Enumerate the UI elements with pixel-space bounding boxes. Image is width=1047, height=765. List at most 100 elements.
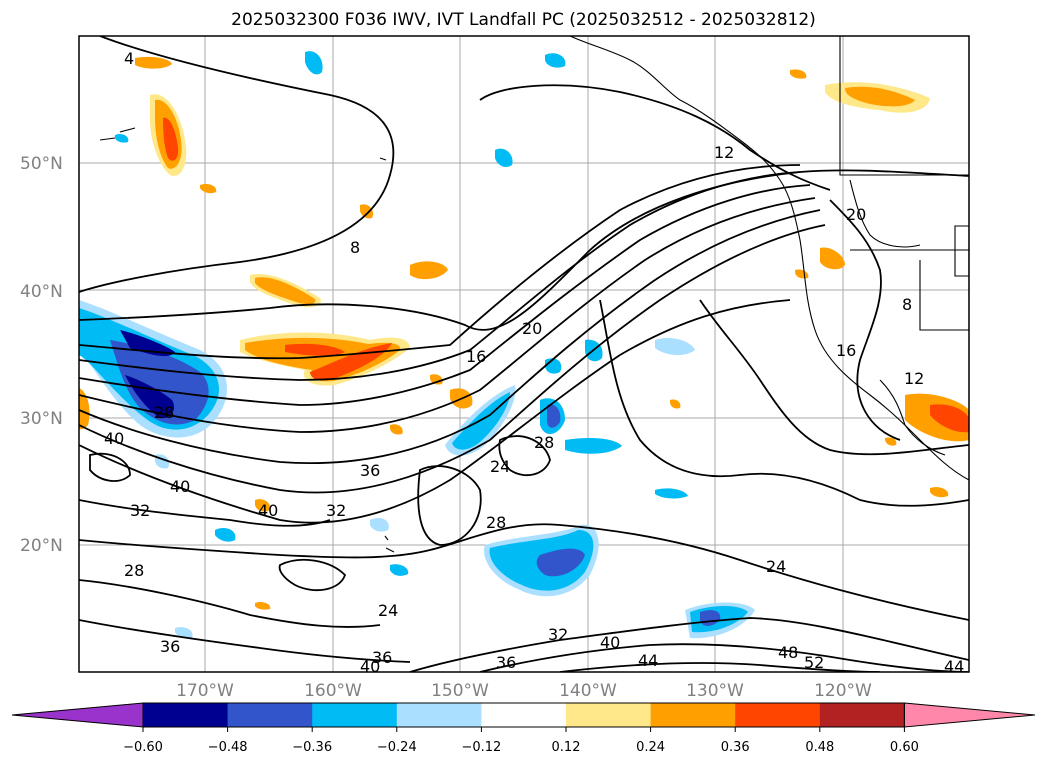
colorbar-tick-label: −0.12 <box>461 740 501 755</box>
positive-anomaly-patch <box>845 86 915 107</box>
colorbar-segment <box>143 703 229 727</box>
positive-anomaly-patch <box>885 437 897 446</box>
contour-line <box>417 465 482 546</box>
positive-anomaly-patch <box>930 404 969 433</box>
contour-line <box>829 199 901 441</box>
map-title: 2025032300 F036 IWV, IVT Landfall PC (20… <box>231 10 816 30</box>
contour-line <box>278 558 347 592</box>
contour-label: 16 <box>466 347 486 366</box>
coastline <box>99 127 395 553</box>
contour-line <box>79 169 969 331</box>
coastline <box>954 225 969 277</box>
lat-tick-label: 20°N <box>20 536 63 556</box>
contour-label: 24 <box>766 557 786 576</box>
contour-line <box>479 643 969 672</box>
contour-label: 28 <box>534 433 554 452</box>
coastline <box>850 249 969 331</box>
contour-line <box>498 435 551 477</box>
colorbar-tick-label: −0.48 <box>208 740 248 755</box>
contour-label: 32 <box>548 625 568 644</box>
contour-label: 20 <box>846 205 866 224</box>
colorbar-segment <box>735 703 821 727</box>
lat-tick-label: 30°N <box>20 409 63 429</box>
iwv-contour-layer <box>79 36 969 672</box>
contour-label: 40 <box>258 501 278 520</box>
contour-label: 12 <box>714 143 734 162</box>
contour-line <box>559 662 881 672</box>
contour-label: 40 <box>360 657 380 676</box>
lon-tick-label: 130°W <box>686 681 744 701</box>
colorbar-tick-label: 0.48 <box>805 740 834 755</box>
map-frame <box>78 35 970 673</box>
negative-anomaly-patch <box>536 548 585 577</box>
contour-label: 32 <box>130 501 150 520</box>
negative-anomaly-patch <box>115 133 129 143</box>
colorbar-extend-high <box>903 702 1036 728</box>
negative-anomaly-patch <box>565 438 622 454</box>
negative-anomaly-patch <box>547 404 561 428</box>
colorbar-segment <box>312 703 398 727</box>
coastline <box>839 36 969 176</box>
contour-label: 48 <box>778 643 798 662</box>
contour-label: 24 <box>490 457 510 476</box>
contour-line <box>79 164 801 360</box>
lon-tick-label: 160°W <box>304 681 362 701</box>
contour-label: 28 <box>486 513 506 532</box>
positive-anomaly-patch <box>200 183 217 194</box>
contour-label: 4 <box>124 49 134 68</box>
positive-anomaly-patch <box>410 261 448 280</box>
negative-anomaly-patch <box>215 528 236 542</box>
colorbar-segment <box>566 703 652 727</box>
positive-anomaly-patch <box>670 399 681 409</box>
coastline-layer <box>99 36 969 553</box>
positive-anomaly-patch <box>285 343 345 356</box>
coastline <box>879 379 946 456</box>
colorbar-tick-label: 0.12 <box>552 740 581 755</box>
lon-tick-label: 150°W <box>431 681 489 701</box>
contour-line <box>79 523 969 621</box>
colorbar-extend-low <box>11 702 144 728</box>
positive-anomaly-patch <box>255 601 271 610</box>
contour-label: 52 <box>804 653 824 672</box>
contour-label: 40 <box>170 477 190 496</box>
positive-anomaly-patch <box>390 424 403 435</box>
contour-label: 8 <box>350 238 360 257</box>
negative-anomaly-patch <box>545 53 566 68</box>
positive-anomaly-patch <box>79 388 90 430</box>
contour-line <box>79 579 381 628</box>
contour-label: 8 <box>902 295 912 314</box>
contour-line <box>79 36 395 293</box>
latitude-labels: 50°N 40°N 30°N 20°N <box>20 154 63 556</box>
coastline <box>849 179 921 248</box>
negative-anomaly-patch <box>110 340 209 425</box>
colorbar-segment <box>227 703 313 727</box>
contour-label: 32 <box>326 501 346 520</box>
positive-anomaly-patch <box>245 337 401 382</box>
contour-label: 36 <box>160 637 180 656</box>
contour-label: 16 <box>836 341 856 360</box>
positive-anomaly-patch <box>135 56 172 69</box>
contour-label: 36 <box>372 648 392 667</box>
coastline <box>569 36 969 481</box>
contour-label: 28 <box>124 561 144 580</box>
contour-label: 36 <box>360 461 380 480</box>
contour-label: 20 <box>522 319 542 338</box>
contour-line <box>79 209 821 465</box>
lat-tick-label: 50°N <box>20 154 63 174</box>
contour-line <box>699 299 969 456</box>
colorbar-tick-label: −0.24 <box>377 740 417 755</box>
colorbar-tick-label: 0.24 <box>636 740 665 755</box>
contour-line <box>79 224 826 494</box>
negative-anomaly-patch <box>495 148 513 168</box>
contour-line <box>409 617 969 672</box>
contour-label: 24 <box>378 601 398 620</box>
positive-anomaly-patch <box>163 117 179 161</box>
lat-tick-label: 40°N <box>20 282 63 302</box>
negative-anomaly-patch <box>370 518 389 532</box>
contour-label: 36 <box>496 653 516 672</box>
contour-labels: 4 8 12 16 20 28 40 40 32 40 36 32 24 28 … <box>104 49 964 676</box>
contour-line <box>79 619 411 663</box>
lon-tick-label: 140°W <box>559 681 617 701</box>
contour-line <box>79 299 791 524</box>
